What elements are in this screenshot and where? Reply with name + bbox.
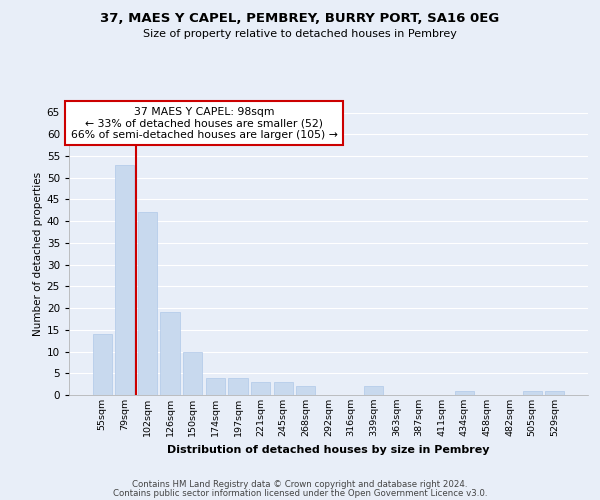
Text: 37, MAES Y CAPEL, PEMBREY, BURRY PORT, SA16 0EG: 37, MAES Y CAPEL, PEMBREY, BURRY PORT, S… xyxy=(100,12,500,26)
Text: Contains public sector information licensed under the Open Government Licence v3: Contains public sector information licen… xyxy=(113,488,487,498)
Bar xyxy=(92,334,112,395)
Bar xyxy=(115,164,134,395)
Y-axis label: Number of detached properties: Number of detached properties xyxy=(32,172,43,336)
Text: Size of property relative to detached houses in Pembrey: Size of property relative to detached ho… xyxy=(143,29,457,39)
Bar xyxy=(206,378,225,395)
Text: Contains HM Land Registry data © Crown copyright and database right 2024.: Contains HM Land Registry data © Crown c… xyxy=(132,480,468,489)
Bar xyxy=(545,390,565,395)
Bar xyxy=(296,386,316,395)
Bar xyxy=(160,312,180,395)
Bar xyxy=(455,390,474,395)
Bar xyxy=(183,352,202,395)
Bar xyxy=(274,382,293,395)
X-axis label: Distribution of detached houses by size in Pembrey: Distribution of detached houses by size … xyxy=(167,444,490,454)
Bar xyxy=(523,390,542,395)
Bar xyxy=(251,382,270,395)
Text: 37 MAES Y CAPEL: 98sqm
← 33% of detached houses are smaller (52)
66% of semi-det: 37 MAES Y CAPEL: 98sqm ← 33% of detached… xyxy=(71,107,337,140)
Bar xyxy=(229,378,248,395)
Bar xyxy=(138,212,157,395)
Bar xyxy=(364,386,383,395)
